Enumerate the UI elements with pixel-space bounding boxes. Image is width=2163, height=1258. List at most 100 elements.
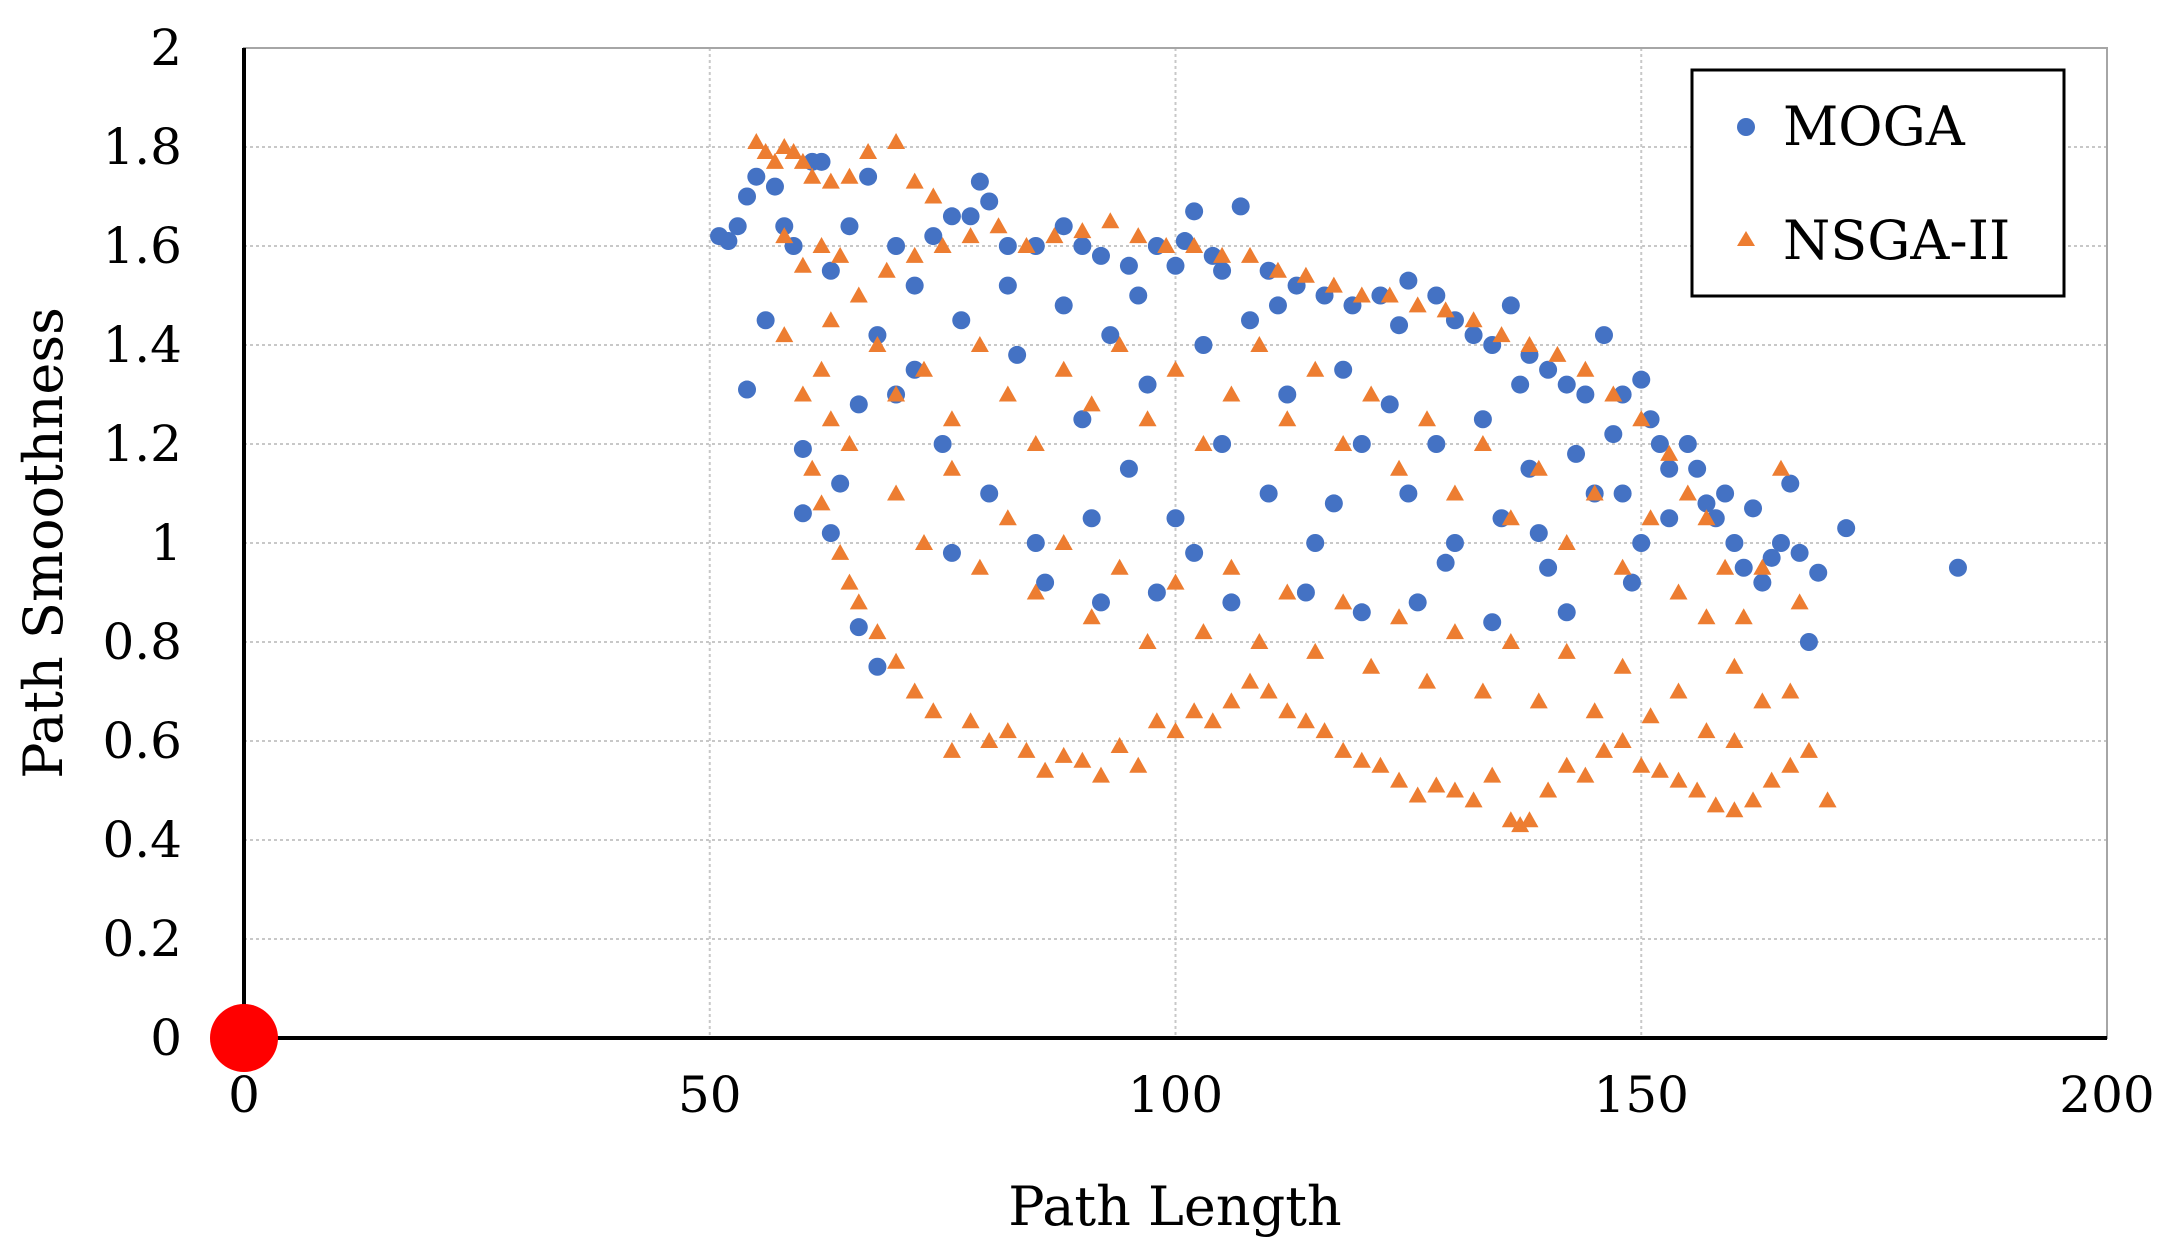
x-tick-label: 0 [228, 1066, 260, 1124]
data-point [1306, 534, 1325, 552]
data-point [1427, 776, 1446, 793]
data-point [831, 474, 850, 493]
data-point [803, 167, 822, 184]
data-point [1501, 509, 1520, 526]
data-point [1445, 781, 1464, 798]
data-point [1725, 534, 1744, 552]
data-point [1501, 811, 1520, 828]
data-point [1259, 682, 1278, 699]
data-point [1390, 316, 1409, 335]
data-point [775, 217, 794, 236]
data-point [821, 172, 840, 189]
data-point [1399, 271, 1418, 290]
data-point [1296, 266, 1315, 283]
data-point [1771, 534, 1790, 552]
data-point [914, 534, 933, 550]
y-tick-label: 1.6 [102, 217, 182, 275]
data-point [952, 311, 971, 330]
data-point [1054, 296, 1073, 315]
data-point [793, 152, 812, 169]
data-point [1241, 672, 1260, 689]
data-point [1129, 756, 1148, 773]
data-point [1408, 786, 1427, 803]
data-point [1771, 459, 1790, 476]
data-point [738, 380, 757, 399]
data-point [1082, 509, 1101, 528]
data-point [1334, 593, 1353, 610]
data-point [1585, 702, 1604, 719]
data-point [1650, 761, 1669, 778]
data-point [1166, 722, 1185, 739]
data-point [1334, 741, 1353, 758]
data-point [1688, 459, 1707, 478]
data-point [1669, 771, 1688, 788]
data-point [1697, 722, 1716, 739]
data-point [1464, 311, 1483, 328]
data-point [1790, 543, 1809, 562]
data-point [933, 237, 952, 253]
data-point [793, 439, 812, 458]
data-point [1278, 702, 1297, 719]
data-point [887, 237, 906, 255]
data-point [1436, 553, 1455, 572]
data-point [1203, 712, 1222, 729]
data-point [1119, 459, 1138, 478]
data-point [1185, 237, 1204, 253]
data-point [1185, 202, 1204, 221]
data-point [1101, 212, 1120, 229]
data-point [887, 385, 906, 402]
data-point [1948, 558, 1967, 577]
data-point [1697, 608, 1716, 625]
data-point [1054, 360, 1073, 377]
data-point [1539, 360, 1558, 379]
data-point [1324, 494, 1343, 513]
data-point [793, 256, 812, 273]
data-point [1613, 732, 1632, 748]
data-point [1008, 345, 1027, 364]
data-point [1725, 801, 1744, 818]
data-point [1529, 459, 1548, 476]
data-point [1445, 534, 1464, 552]
x-tick-label: 150 [1594, 1066, 1689, 1124]
data-point [1669, 682, 1688, 699]
data-point [1725, 657, 1744, 674]
axes [210, 47, 2108, 1072]
data-point [765, 177, 784, 196]
data-point [1138, 633, 1157, 649]
data-point [1632, 410, 1651, 427]
data-point [728, 217, 747, 236]
data-point [849, 593, 868, 610]
data-point [1222, 692, 1241, 709]
data-point [1557, 642, 1576, 659]
data-point [1073, 222, 1092, 239]
data-point [1762, 548, 1781, 567]
data-point [1110, 736, 1129, 753]
data-point [1026, 435, 1045, 451]
data-point [980, 732, 999, 748]
data-point [1334, 360, 1353, 379]
data-point [775, 326, 794, 343]
data-point [1054, 746, 1073, 763]
data-point [868, 657, 887, 676]
data-point [1352, 286, 1371, 303]
data-point [747, 133, 766, 150]
data-point [924, 227, 943, 246]
data-point [1539, 781, 1558, 798]
data-point [1725, 732, 1744, 748]
data-point [1511, 375, 1530, 394]
data-point [1762, 771, 1781, 788]
data-point [812, 360, 831, 377]
data-point [1390, 771, 1409, 788]
data-point [970, 558, 989, 575]
data-point [1799, 633, 1818, 651]
y-tick-label: 1.4 [102, 316, 182, 374]
data-point [1017, 237, 1036, 253]
data-point [765, 152, 784, 169]
data-point [1557, 603, 1576, 622]
y-tick-label: 0.4 [102, 811, 182, 869]
data-point [914, 360, 933, 377]
data-point [775, 138, 794, 154]
data-point [905, 246, 924, 263]
data-point [868, 623, 887, 640]
data-point [1185, 543, 1204, 562]
